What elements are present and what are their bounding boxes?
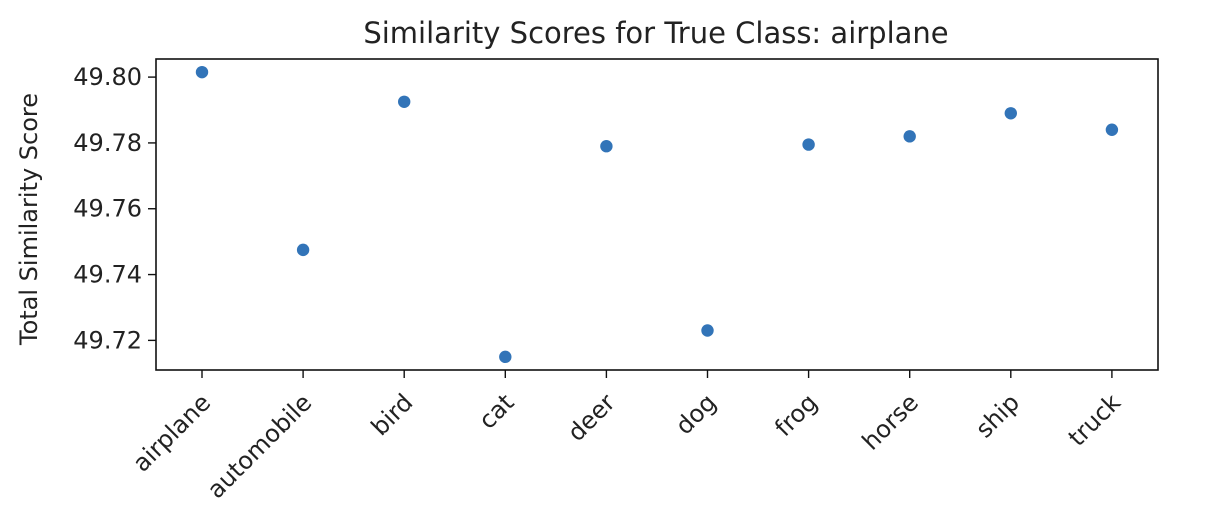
x-tick-label: cat — [473, 388, 519, 434]
data-point-airplane — [195, 65, 209, 79]
chart-title: Similarity Scores for True Class: airpla… — [363, 16, 948, 50]
x-tick-label: horse — [857, 388, 924, 455]
data-point-horse — [903, 130, 916, 143]
x-tick-label: truck — [1063, 388, 1126, 451]
x-tick-label: automobile — [202, 388, 318, 504]
x-tick-label: deer — [562, 388, 621, 447]
y-tick-label: 49.72 — [73, 326, 142, 354]
data-point-frog — [802, 138, 815, 151]
data-point-deer — [600, 140, 613, 153]
y-tick-label: 49.80 — [73, 63, 142, 91]
data-point-automobile — [296, 243, 310, 257]
y-tick-label: 49.74 — [73, 261, 142, 289]
x-tick-label: airplane — [127, 388, 216, 477]
data-point-ship — [1004, 107, 1017, 120]
data-point-dog — [701, 324, 714, 337]
x-tick-label: dog — [670, 388, 722, 440]
data-points — [195, 65, 1119, 364]
plot-area-frame — [155, 58, 1159, 371]
y-tick-label: 49.78 — [73, 129, 142, 157]
data-point-truck — [1105, 123, 1119, 136]
x-tick-label: bird — [366, 388, 419, 441]
data-point-bird — [398, 95, 411, 108]
data-point-cat — [499, 350, 512, 364]
y-axis-ticks: 49.72 49.74 49.76 49.78 49.80 — [73, 63, 156, 354]
y-axis-label: Total Similarity Score — [15, 93, 43, 346]
x-tick-label: ship — [970, 388, 1025, 443]
y-tick-label: 49.76 — [73, 195, 142, 223]
x-tick-label: frog — [769, 388, 823, 442]
